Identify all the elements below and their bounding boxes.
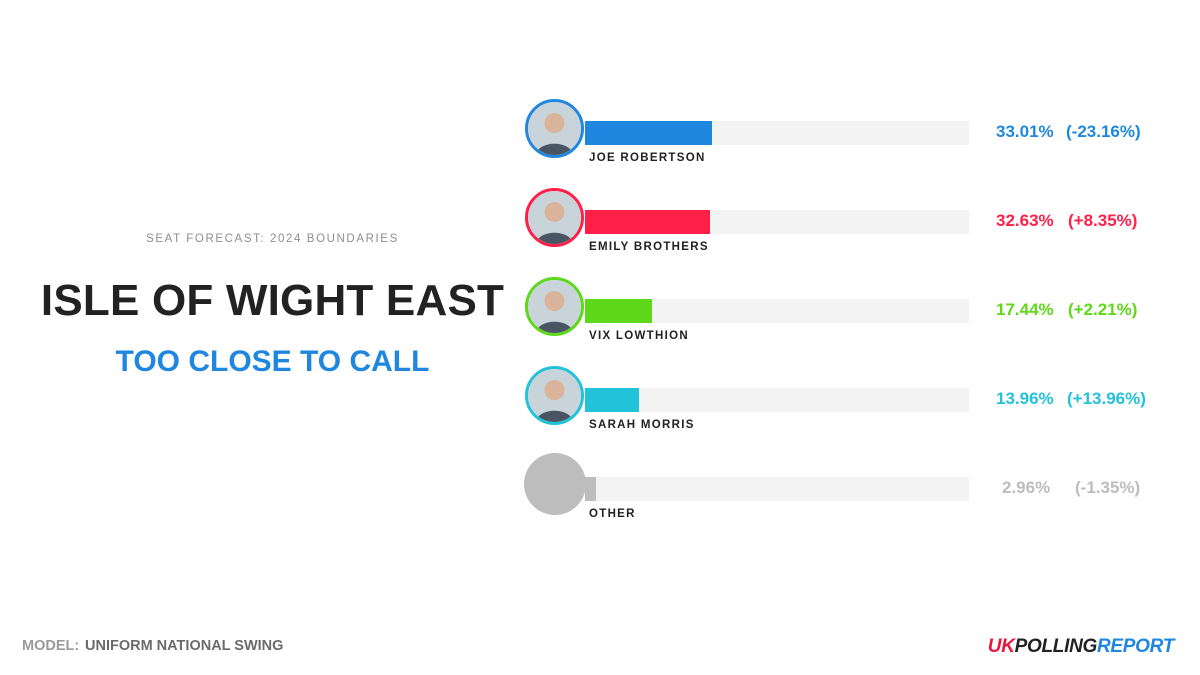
- candidate-row: JOE ROBERTSON 33.01% (-23.16%): [0, 99, 1200, 169]
- vote-share-label: 2.96%: [1002, 478, 1051, 497]
- vote-change-label: (+13.96%): [1067, 389, 1146, 408]
- vote-change-label: (-1.35%): [1075, 478, 1141, 497]
- vote-share-label: 13.96%: [996, 389, 1054, 408]
- brand-polling: POLLING: [1014, 636, 1098, 657]
- bar-track: [585, 388, 969, 412]
- candidate-row: EMILY BROTHERS 32.63% (+8.35%): [0, 188, 1200, 258]
- candidate-name: OTHER: [589, 508, 636, 520]
- bar-fill: [585, 299, 652, 323]
- model-label: MODEL:: [22, 638, 80, 654]
- brand-report: REPORT: [1096, 636, 1174, 657]
- bar-fill: [585, 477, 597, 501]
- candidate-photo-icon: [525, 277, 584, 336]
- bar-fill: [585, 388, 639, 412]
- candidate-row: VIX LOWTHION 17.44% (+2.21%): [0, 277, 1200, 347]
- bar-fill: [585, 210, 711, 234]
- candidate-photo-icon: [525, 99, 584, 158]
- subtitle: SEAT FORECAST: 2024 BOUNDARIES: [146, 233, 399, 245]
- candidate-name: SARAH MORRIS: [589, 419, 695, 431]
- brand-logo: UKPOLLINGREPORT: [987, 636, 1175, 658]
- candidate-row: SARAH MORRIS 13.96% (+13.96%): [0, 366, 1200, 436]
- seat-title: ISLE OF WIGHT EAST: [40, 276, 505, 325]
- candidate-row: OTHER 2.96% (-1.35%): [0, 453, 1200, 525]
- vote-change-label: (+2.21%): [1068, 300, 1138, 319]
- brand-uk: UK: [987, 636, 1015, 657]
- candidate-name: VIX LOWTHION: [589, 330, 689, 342]
- bar-fill: [585, 121, 712, 145]
- candidate-photo-icon: [525, 188, 584, 247]
- vote-change-label: (+8.35%): [1068, 211, 1138, 230]
- forecast-status: TOO CLOSE TO CALL: [115, 345, 430, 378]
- placeholder-circle-icon: [524, 453, 586, 515]
- vote-share-label: 32.63%: [996, 211, 1054, 230]
- vote-change-label: (-23.16%): [1066, 122, 1141, 141]
- candidate-name: JOE ROBERTSON: [589, 152, 706, 164]
- bar-track: [585, 477, 969, 501]
- candidate-photo-icon: [525, 366, 584, 425]
- model-value: UNIFORM NATIONAL SWING: [85, 638, 284, 654]
- candidate-name: EMILY BROTHERS: [589, 241, 709, 253]
- vote-share-label: 17.44%: [996, 300, 1054, 319]
- vote-share-label: 33.01%: [996, 122, 1054, 141]
